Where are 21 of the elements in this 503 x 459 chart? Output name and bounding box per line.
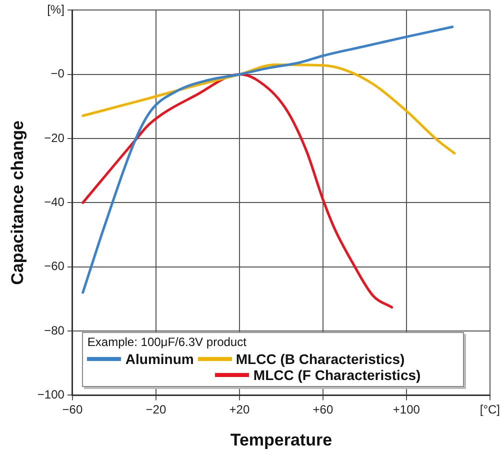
x-axis-title: Temperature [230,430,332,450]
x-tick-label: +20 [229,402,250,417]
y-tick-label: −60 [44,259,65,274]
y-tick-label: [%] [47,2,64,17]
x-tick-label: +100 [392,402,420,417]
legend-label: MLCC (B Characteristics) [236,351,405,368]
y-axis-title: Capacitance change [8,120,27,285]
y-tick-label: −100 [37,388,65,402]
line-series [82,73,394,309]
x-tick-label: −20 [146,402,166,417]
x-tick-label: −60 [62,402,83,417]
x-tick-label: [°C] [480,402,500,417]
y-tick-label: −80 [44,323,65,338]
legend-title: Example: 100μF/6.3V product [87,335,248,350]
y-tick-label: −20 [44,130,65,145]
y-tick-label: −0 [50,66,65,81]
y-tick-label: −40 [44,195,65,210]
legend-label: MLCC (F Characteristics) [253,367,421,384]
x-tick-label: +60 [312,402,334,417]
legend-label: Aluminum [125,351,194,368]
line-series [82,26,454,294]
